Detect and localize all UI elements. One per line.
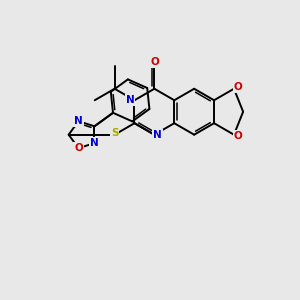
Text: N: N xyxy=(153,130,162,140)
Text: O: O xyxy=(234,82,243,92)
Text: N: N xyxy=(126,95,134,105)
Text: N: N xyxy=(74,116,83,126)
Text: O: O xyxy=(234,131,243,141)
Text: N: N xyxy=(90,138,99,148)
Text: S: S xyxy=(111,128,118,138)
Text: O: O xyxy=(74,143,83,153)
Text: O: O xyxy=(150,57,159,67)
